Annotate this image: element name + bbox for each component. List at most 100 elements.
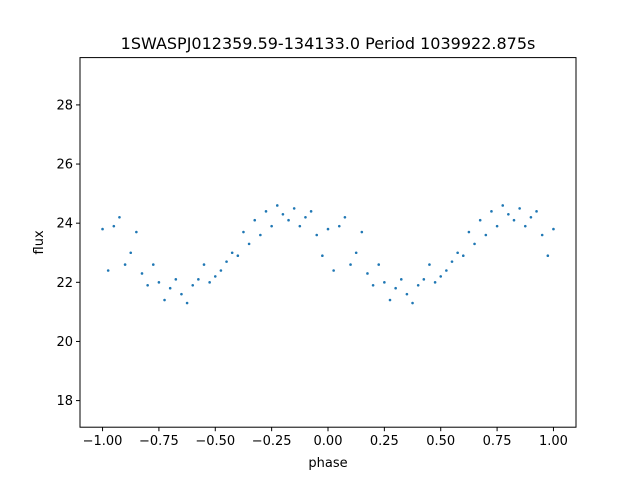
data-point xyxy=(135,230,138,234)
y-tick-label: 18 xyxy=(56,394,73,409)
data-point xyxy=(140,272,144,275)
data-point xyxy=(180,292,183,296)
data-point xyxy=(411,301,414,305)
data-point xyxy=(264,210,268,213)
data-point xyxy=(507,213,510,216)
x-tick-label: −0.25 xyxy=(252,434,292,449)
data-point xyxy=(242,230,245,234)
x-axis-ticks: −1.00 −0.75 −0.50 −0.25 0.00 0.25 0.50 0.75 1.00 xyxy=(83,427,568,449)
data-point xyxy=(146,283,149,287)
data-point xyxy=(247,242,251,246)
data-point xyxy=(101,227,104,231)
data-point xyxy=(490,210,493,213)
x-tick-label: −1.00 xyxy=(83,434,123,449)
data-point xyxy=(433,281,437,284)
data-point xyxy=(473,242,476,246)
data-point xyxy=(529,215,533,219)
data-point xyxy=(337,224,341,228)
x-tick-label: −0.50 xyxy=(195,434,235,449)
data-point xyxy=(208,281,211,284)
y-tick-label: 24 xyxy=(56,217,73,232)
data-point xyxy=(445,269,448,272)
data-point xyxy=(388,298,392,302)
data-point xyxy=(253,218,257,222)
data-point xyxy=(523,224,527,228)
data-point xyxy=(157,281,161,284)
data-point xyxy=(202,263,206,266)
data-point xyxy=(354,251,358,255)
data-point xyxy=(236,254,240,258)
data-point xyxy=(270,224,273,228)
data-point xyxy=(501,204,505,207)
y-tick-label: 28 xyxy=(56,98,73,113)
data-point xyxy=(168,286,172,290)
data-point xyxy=(416,283,420,287)
data-point xyxy=(191,283,195,287)
data-point xyxy=(321,254,324,258)
y-tick-label: 20 xyxy=(56,335,73,350)
data-point xyxy=(366,272,369,275)
data-point xyxy=(343,215,347,219)
data-point xyxy=(332,269,335,272)
data-point xyxy=(151,263,155,266)
y-tick-label: 22 xyxy=(56,276,73,291)
data-point xyxy=(422,278,426,281)
data-point xyxy=(174,278,178,281)
y-axis-ticks: 18 20 22 24 26 28 xyxy=(56,98,80,409)
data-point xyxy=(106,269,110,272)
data-point xyxy=(535,210,538,213)
x-tick-label: 0.75 xyxy=(483,434,512,449)
data-point xyxy=(394,286,397,290)
data-point xyxy=(309,210,313,213)
data-point xyxy=(292,207,296,210)
data-point xyxy=(304,215,307,219)
data-point xyxy=(230,251,234,255)
y-axis-label: flux xyxy=(32,230,47,254)
chart-title: 1SWASPJ012359.59-134133.0 Period 1039922… xyxy=(121,34,536,53)
data-point xyxy=(461,254,465,258)
data-point xyxy=(360,230,364,234)
data-point xyxy=(450,260,454,263)
data-point xyxy=(197,278,200,281)
scatter-points xyxy=(101,204,555,305)
data-point xyxy=(428,263,431,266)
data-point xyxy=(259,233,262,237)
x-tick-label: −0.75 xyxy=(139,434,179,449)
x-axis-label: phase xyxy=(308,456,347,471)
data-point xyxy=(495,224,499,228)
x-tick-label: 0.00 xyxy=(314,434,343,449)
data-point xyxy=(383,281,386,284)
data-point xyxy=(371,283,375,287)
data-point xyxy=(112,224,116,228)
data-point xyxy=(484,233,488,237)
data-point xyxy=(456,251,459,255)
data-point xyxy=(163,298,166,302)
data-point xyxy=(439,275,443,278)
data-point xyxy=(377,263,381,266)
data-point xyxy=(546,254,550,258)
data-point xyxy=(213,275,217,278)
y-tick-label: 26 xyxy=(56,158,73,173)
data-point xyxy=(185,301,189,305)
x-tick-label: 0.50 xyxy=(426,434,455,449)
data-point xyxy=(315,233,319,237)
x-tick-label: 0.25 xyxy=(370,434,399,449)
data-point xyxy=(118,215,121,219)
data-point xyxy=(326,227,330,231)
data-point xyxy=(405,292,409,296)
data-point xyxy=(540,233,544,237)
data-point xyxy=(518,207,521,210)
data-point xyxy=(298,224,302,228)
data-point xyxy=(275,204,279,207)
data-point xyxy=(129,251,133,255)
data-point xyxy=(478,218,482,222)
data-point xyxy=(512,218,516,222)
data-point xyxy=(287,218,290,222)
data-point xyxy=(349,263,352,266)
data-point xyxy=(467,230,471,234)
data-point xyxy=(552,227,555,231)
data-point xyxy=(281,213,285,216)
data-point xyxy=(219,269,223,272)
